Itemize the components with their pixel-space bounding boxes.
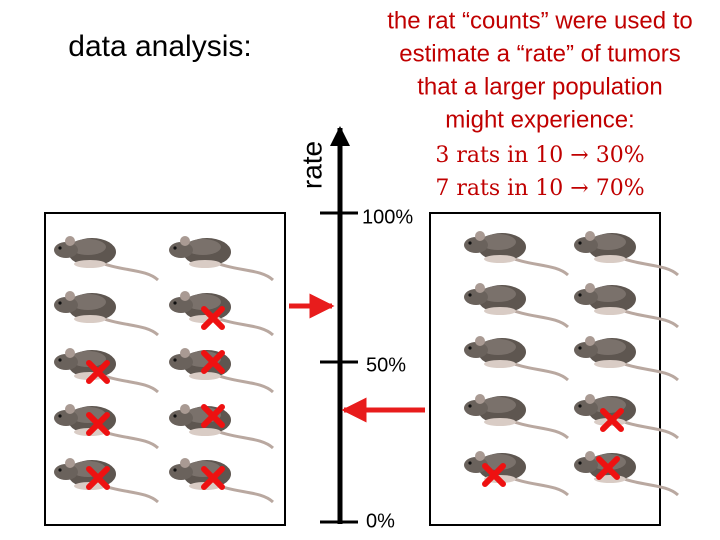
note-line: the rat “counts” were used to bbox=[387, 7, 692, 34]
tick-label: 100% bbox=[362, 206, 413, 228]
slide-title: data analysis: bbox=[68, 30, 251, 63]
tick-label: 0% bbox=[366, 510, 395, 532]
tick-label: 50% bbox=[366, 354, 406, 376]
axis-label: rate bbox=[296, 141, 327, 189]
note-line: 7 rats in 10 → 70% bbox=[435, 176, 644, 201]
note: the rat “counts” were used to estimate a… bbox=[387, 7, 692, 201]
note-line: might experience: bbox=[445, 106, 634, 133]
note-line: 3 rats in 10 → 30% bbox=[435, 143, 644, 168]
note-line: that a larger population bbox=[417, 73, 663, 100]
note-line: estimate a “rate” of tumors bbox=[399, 40, 680, 67]
